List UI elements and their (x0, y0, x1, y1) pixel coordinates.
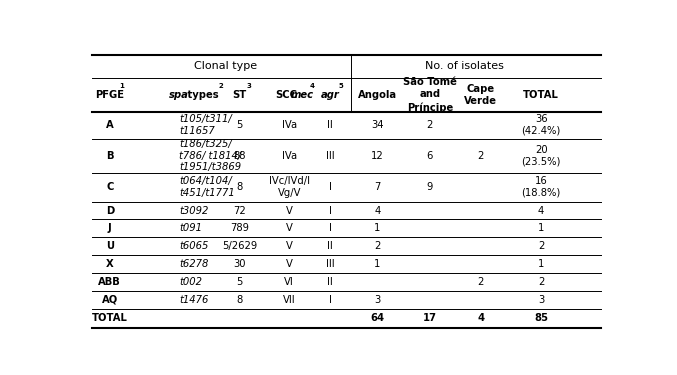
Text: AQ: AQ (102, 295, 118, 304)
Text: C: C (106, 182, 114, 192)
Text: 5: 5 (236, 120, 242, 130)
Text: 2: 2 (477, 150, 484, 160)
Text: Clonal type: Clonal type (194, 62, 257, 72)
Text: São Tomé
and
Príncipe: São Tomé and Príncipe (403, 77, 457, 112)
Text: V: V (286, 224, 292, 233)
Text: I: I (329, 224, 332, 233)
Text: II: II (327, 241, 333, 251)
Text: 2: 2 (477, 277, 484, 287)
Text: 1: 1 (538, 224, 544, 233)
Text: 4: 4 (477, 313, 484, 323)
Text: 2: 2 (427, 120, 433, 130)
Text: V: V (286, 259, 292, 269)
Text: I: I (329, 182, 332, 192)
Text: 30: 30 (233, 259, 246, 269)
Text: 2: 2 (538, 241, 544, 251)
Text: 9: 9 (427, 182, 433, 192)
Text: X: X (106, 259, 114, 269)
Text: No. of isolates: No. of isolates (425, 62, 504, 72)
Text: VI: VI (284, 277, 294, 287)
Text: IVc/IVd/I
Vg/V: IVc/IVd/I Vg/V (269, 176, 310, 198)
Text: IVa: IVa (282, 120, 297, 130)
Text: A: A (106, 120, 114, 130)
Text: 64: 64 (370, 313, 385, 323)
Text: 20
(23.5%): 20 (23.5%) (521, 145, 561, 166)
Text: 5: 5 (236, 277, 242, 287)
Text: t6065: t6065 (179, 241, 209, 251)
Text: 7: 7 (374, 182, 380, 192)
Text: 2: 2 (374, 241, 380, 251)
Text: II: II (327, 120, 333, 130)
Text: III: III (326, 259, 334, 269)
Text: 1: 1 (119, 83, 125, 89)
Text: types: types (184, 90, 219, 100)
Text: 5/2629: 5/2629 (222, 241, 257, 251)
Text: 3: 3 (374, 295, 380, 304)
Text: 72: 72 (233, 206, 246, 216)
Text: 88: 88 (233, 150, 246, 160)
Text: Cape
Verde: Cape Verde (464, 84, 497, 106)
Text: TOTAL: TOTAL (92, 313, 128, 323)
Text: spa: spa (169, 90, 189, 100)
Text: mec: mec (291, 90, 314, 100)
Text: 8: 8 (236, 295, 242, 304)
Text: VII: VII (283, 295, 296, 304)
Text: 4: 4 (374, 206, 380, 216)
Text: Angola: Angola (358, 90, 397, 100)
Text: PFGE: PFGE (95, 90, 125, 100)
Text: V: V (286, 206, 292, 216)
Text: 2: 2 (219, 83, 223, 89)
Text: 3: 3 (246, 83, 251, 89)
Text: B: B (106, 150, 114, 160)
Text: t064/t104/
t451/t1771: t064/t104/ t451/t1771 (179, 176, 235, 198)
Text: J: J (108, 224, 112, 233)
Text: t105/t311/
t11657: t105/t311/ t11657 (179, 114, 232, 136)
Text: 16
(18.8%): 16 (18.8%) (521, 176, 561, 198)
Text: III: III (326, 150, 334, 160)
Text: 5: 5 (338, 83, 343, 89)
Text: I: I (329, 206, 332, 216)
Text: 85: 85 (534, 313, 548, 323)
Text: 1: 1 (538, 259, 544, 269)
Text: 8: 8 (236, 182, 242, 192)
Text: t091: t091 (179, 224, 202, 233)
Text: U: U (106, 241, 114, 251)
Text: 1: 1 (374, 259, 380, 269)
Text: D: D (106, 206, 114, 216)
Text: agr: agr (321, 90, 340, 100)
Text: t3092: t3092 (179, 206, 209, 216)
Text: 34: 34 (371, 120, 384, 130)
Text: 17: 17 (423, 313, 437, 323)
Text: ST: ST (232, 90, 246, 100)
Text: t1476: t1476 (179, 295, 209, 304)
Text: II: II (327, 277, 333, 287)
Text: I: I (329, 295, 332, 304)
Text: t002: t002 (179, 277, 202, 287)
Text: ABB: ABB (98, 277, 121, 287)
Text: TOTAL: TOTAL (523, 90, 559, 100)
Text: 1: 1 (374, 224, 380, 233)
Text: 4: 4 (309, 83, 314, 89)
Text: IVa: IVa (282, 150, 297, 160)
Text: 6: 6 (427, 150, 433, 160)
Text: 36
(42.4%): 36 (42.4%) (521, 114, 561, 136)
Text: t186/t325/
t786/ t1814/
t1951/t3869: t186/t325/ t786/ t1814/ t1951/t3869 (179, 139, 241, 172)
Text: V: V (286, 241, 292, 251)
Text: t6278: t6278 (179, 259, 209, 269)
Text: 4: 4 (538, 206, 544, 216)
Text: SCC: SCC (276, 90, 298, 100)
Text: 2: 2 (538, 277, 544, 287)
Text: 12: 12 (371, 150, 384, 160)
Text: 789: 789 (230, 224, 249, 233)
Text: 3: 3 (538, 295, 544, 304)
